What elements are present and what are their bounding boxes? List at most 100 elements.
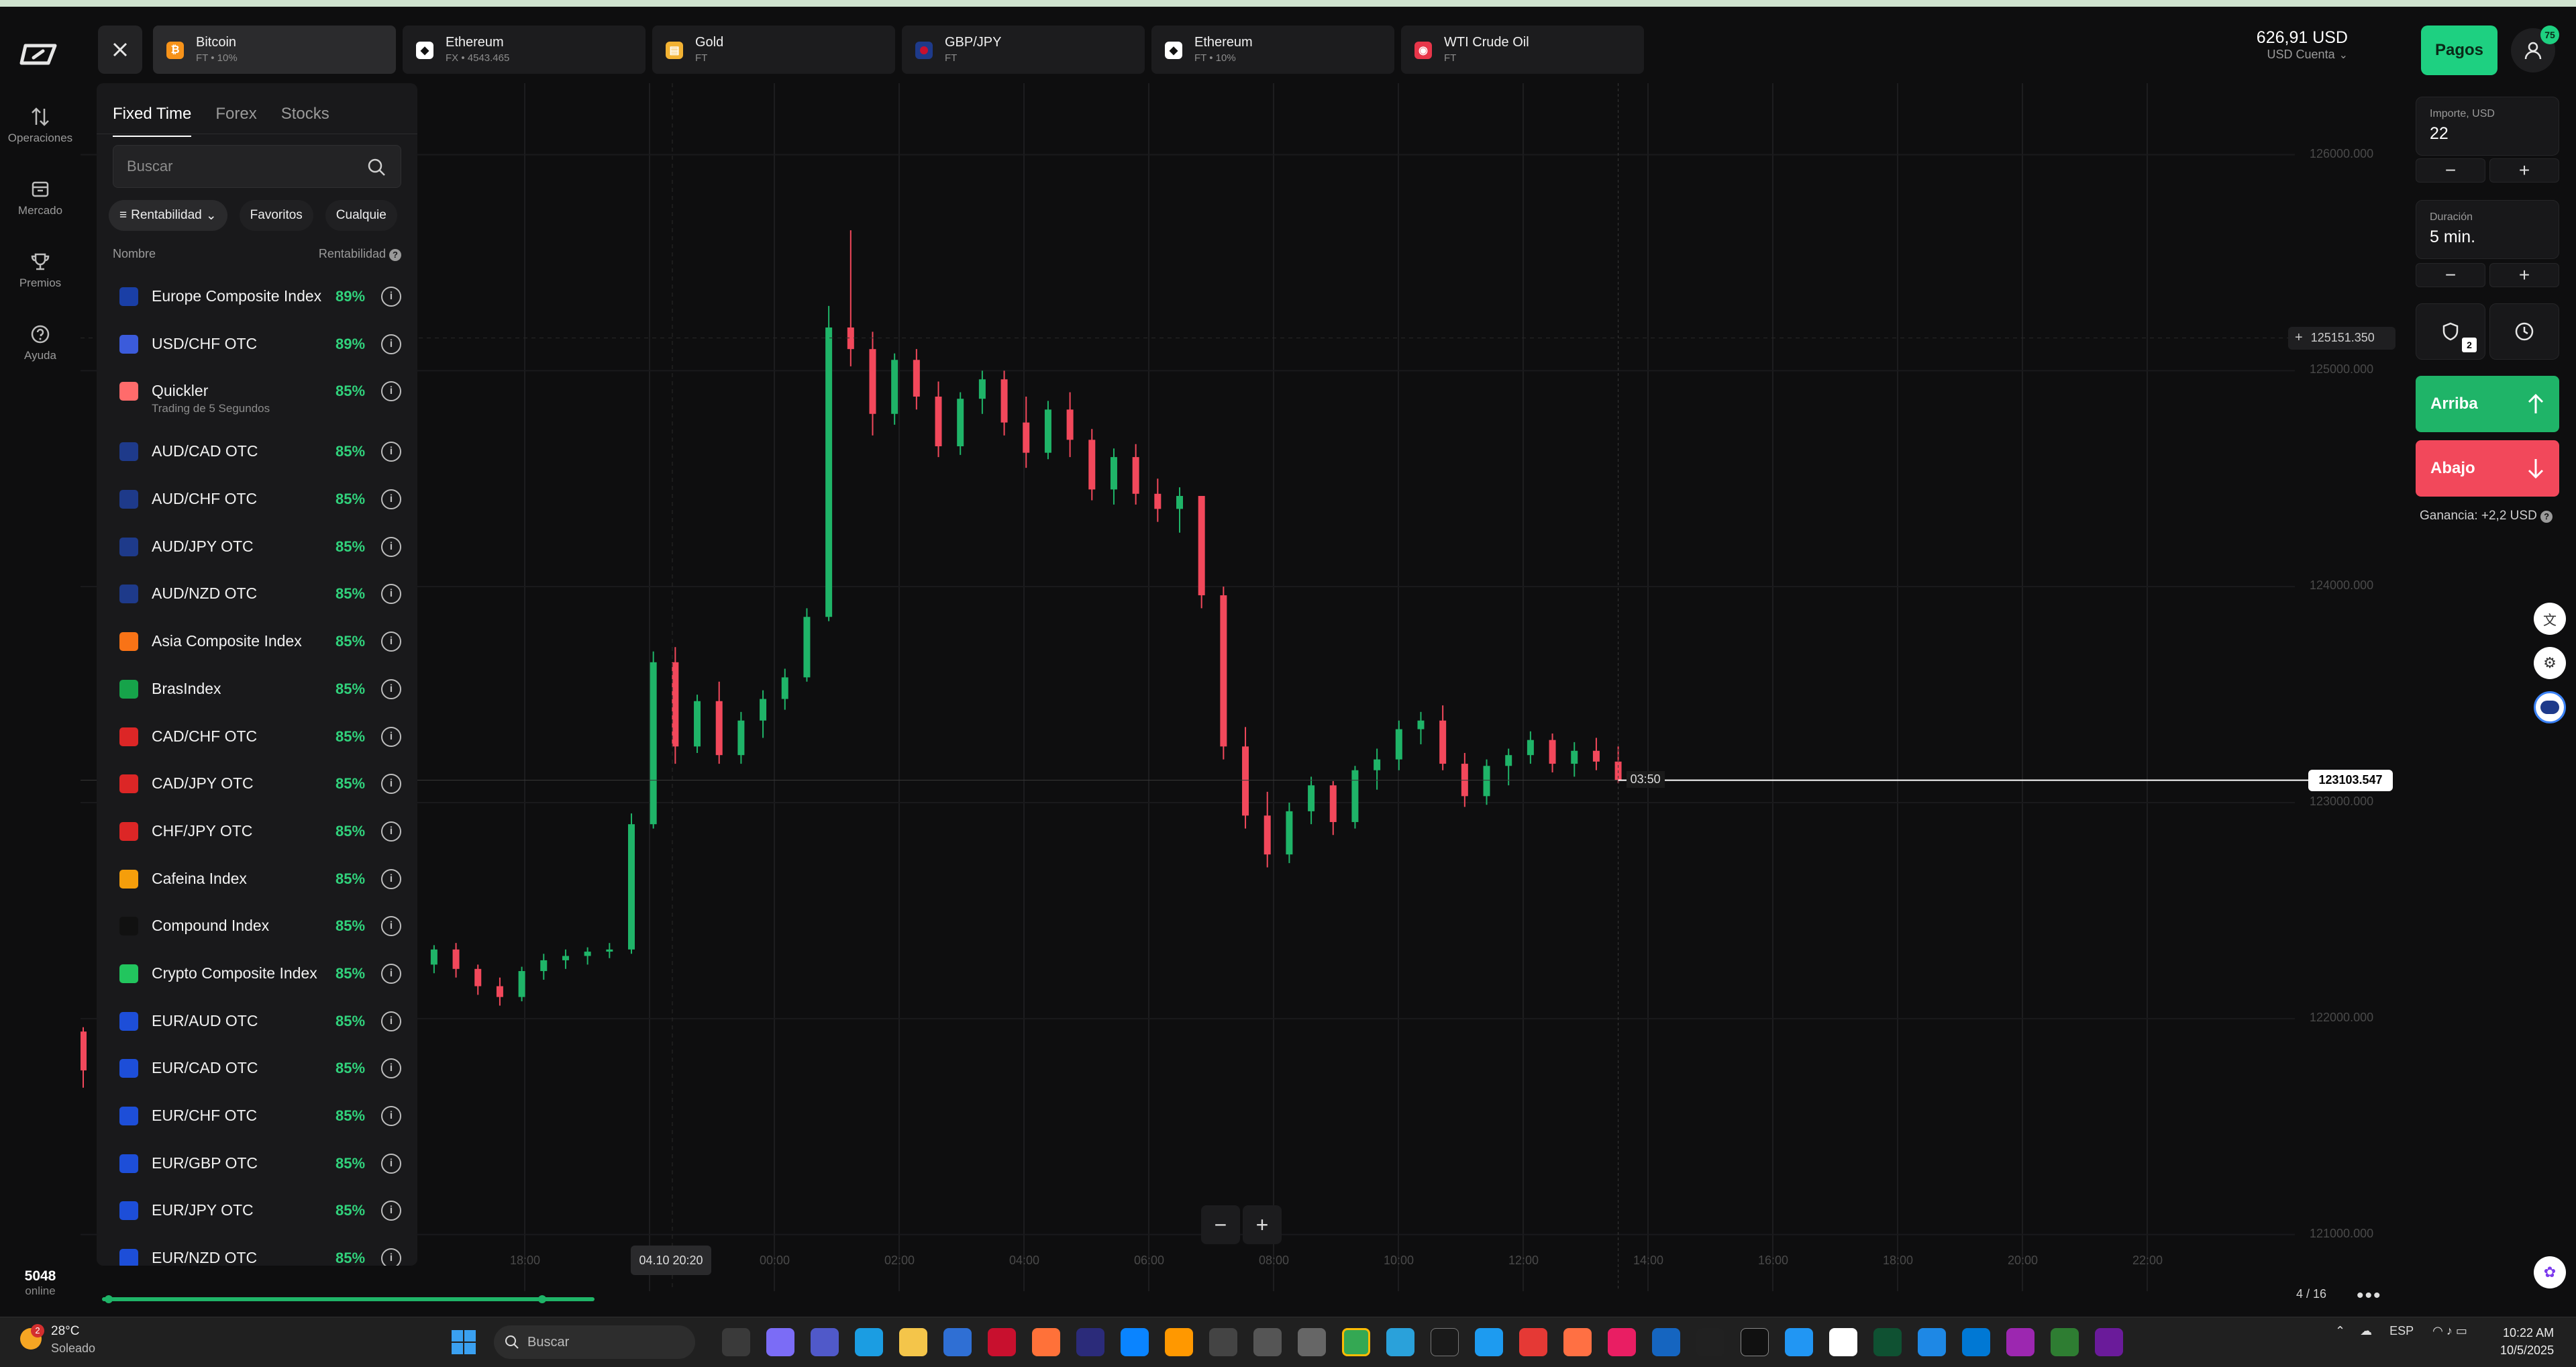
buy-up-button[interactable]: Arriba [2416,376,2559,432]
asset-row[interactable]: USD/CHF OTC 89% i [97,319,417,366]
mcafee-icon[interactable] [988,1328,1016,1356]
brand-logo[interactable] [19,42,62,67]
app-icon[interactable] [1076,1328,1104,1356]
info-icon[interactable]: i [381,821,401,842]
app-icon[interactable] [1918,1328,1946,1356]
task-view-icon[interactable] [722,1328,750,1356]
info-icon[interactable]: i [381,1106,401,1126]
asset-row[interactable]: EUR/AUD OTC 85% i [97,996,417,1044]
calculator-icon[interactable] [1298,1328,1326,1356]
info-icon[interactable]: i [381,489,401,510]
search-icon[interactable] [367,158,386,176]
asset-row[interactable]: Europe Composite Index 89% i [97,271,417,319]
sell-down-button[interactable]: Abajo [2416,440,2559,497]
app-icon[interactable] [1475,1328,1503,1356]
protection-button[interactable]: 2 [2416,303,2485,360]
tab-forex[interactable]: Forex [215,105,257,123]
asset-row[interactable]: AUD/CAD OTC 85% i [97,426,417,474]
asset-tab[interactable]: GBP/JPY FT [902,26,1145,74]
info-icon[interactable]: i [381,916,401,937]
terminal-icon[interactable] [1431,1328,1459,1356]
duration-field[interactable]: Duración 5 min. [2416,200,2559,259]
asset-row[interactable]: AUD/CHF OTC 85% i [97,474,417,521]
brain-icon[interactable]: ✿ [2534,1256,2566,1288]
zoom-out-button[interactable]: − [1201,1205,1240,1244]
asset-row[interactable]: Crypto Composite Index 85% i [97,948,417,996]
info-icon[interactable]: i [381,868,401,889]
col-profit[interactable]: Rentabilidad ? [319,247,401,261]
asset-row[interactable]: Cafeina Index 85% i [97,854,417,901]
asset-row[interactable]: AUD/JPY OTC 85% i [97,521,417,569]
asset-row[interactable]: Quickler Trading de 5 Segundos 85% i [97,366,417,426]
duration-decrease-button[interactable]: − [2416,263,2485,287]
info-icon[interactable]: i [381,334,401,354]
asset-row[interactable]: AUD/NZD OTC 85% i [97,568,417,616]
info-icon[interactable]: i [381,726,401,747]
nav-operaciones[interactable]: Operaciones [0,106,81,145]
asset-row[interactable]: EUR/JPY OTC 85% i [97,1185,417,1233]
nav-ayuda[interactable]: Ayuda [0,323,81,362]
price-chart[interactable]: 126000.000 125000.000 124000.000 123000.000… [81,83,2389,1291]
info-icon[interactable]: i [381,678,401,699]
app-icon[interactable] [1696,1328,1724,1356]
app-icon[interactable] [2006,1328,2034,1356]
windows-start-icon[interactable] [451,1329,476,1355]
tradingview-icon[interactable] [1829,1328,1857,1356]
wps-icon[interactable] [1519,1328,1547,1356]
app-icon[interactable] [2051,1328,2079,1356]
sublime-icon[interactable] [1165,1328,1193,1356]
info-icon[interactable]: i [381,1201,401,1221]
translate-icon[interactable]: 文 [2534,603,2566,635]
asset-row[interactable]: EUR/NZD OTC 85% i [97,1233,417,1266]
asset-row[interactable]: Asia Composite Index 85% i [97,616,417,664]
info-icon[interactable]: i [381,1058,401,1079]
pending-order-button[interactable] [2489,303,2559,360]
app-icon[interactable] [1563,1328,1592,1356]
amount-decrease-button[interactable]: − [2416,158,2485,183]
nav-mercado[interactable]: Mercado [0,179,81,217]
info-icon[interactable]: i [381,584,401,605]
info-icon[interactable]: i [381,381,401,402]
info-icon[interactable]: i [381,1248,401,1266]
asset-tab[interactable]: ₿ Bitcoin FT • 10% [153,26,396,74]
extension-icon[interactable]: ⚙ [2534,647,2566,679]
tab-stocks[interactable]: Stocks [280,105,329,123]
asset-row[interactable]: EUR/CHF OTC 85% i [97,1091,417,1138]
app-icon[interactable] [1652,1328,1680,1356]
store-icon[interactable] [943,1328,972,1356]
payments-button[interactable]: Pagos [2421,26,2497,75]
asset-row[interactable]: EUR/CAD OTC 85% i [97,1043,417,1091]
asset-tab[interactable]: ▤ Gold FT [652,26,895,74]
info-icon[interactable]: i [381,536,401,557]
app-icon[interactable] [1873,1328,1902,1356]
teams-icon[interactable] [811,1328,839,1356]
asset-tab[interactable]: ◆ Ethereum FT • 10% [1151,26,1394,74]
asset-tab[interactable]: ◉ WTI Crude Oil FT [1401,26,1644,74]
favorites-chip[interactable]: Favoritos [239,200,313,231]
amount-increase-button[interactable]: + [2489,158,2559,183]
asset-row[interactable]: Compound Index 85% i [97,901,417,948]
chrome-icon[interactable] [1342,1328,1370,1356]
app-icon[interactable] [1608,1328,1636,1356]
account-balance[interactable]: 626,91 USD USD Cuenta ⌄ [2257,28,2348,62]
asset-row[interactable]: CHF/JPY OTC 85% i [97,806,417,854]
asset-row[interactable]: BrasIndex 85% i [97,664,417,711]
search-input[interactable] [127,146,362,187]
info-icon[interactable]: i [381,963,401,984]
app-icon[interactable] [2095,1328,2123,1356]
explorer-icon[interactable] [899,1328,927,1356]
info-icon[interactable]: i [381,1011,401,1031]
amount-field[interactable]: Importe, USD 22 [2416,97,2559,156]
vscode-icon[interactable] [1962,1328,1990,1356]
info-icon[interactable]: i [381,287,401,307]
close-panel-button[interactable] [98,26,142,74]
any-chip[interactable]: Cualquie [325,200,397,231]
app-icon[interactable] [1741,1328,1769,1356]
sort-profit-chip[interactable]: ≡ Rentabilidad ⌄ [109,200,227,231]
duration-increase-button[interactable]: + [2489,263,2559,287]
taskbar-search[interactable]: Buscar [494,1325,695,1359]
system-clock[interactable]: 10:22 AM 10/5/2025 [2500,1324,2554,1359]
firefox-icon[interactable] [1032,1328,1060,1356]
asset-row[interactable]: EUR/GBP OTC 85% i [97,1138,417,1186]
assistant-icon[interactable] [2534,691,2566,723]
